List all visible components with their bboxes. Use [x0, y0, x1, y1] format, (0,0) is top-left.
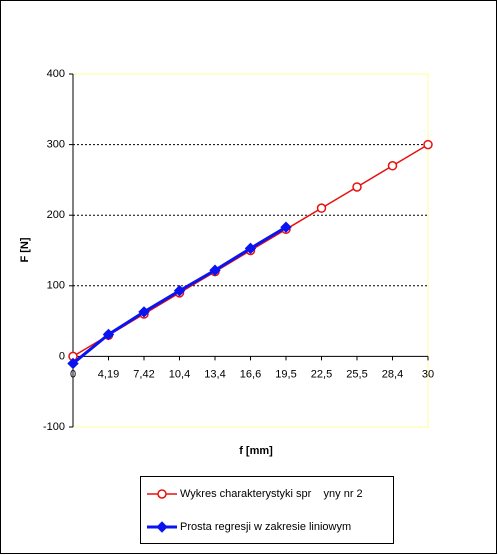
x-tick-label: 19,5	[275, 368, 296, 380]
data-point	[423, 139, 433, 150]
data-point	[316, 203, 327, 213]
x-tick-label: 7,42	[133, 368, 154, 380]
y-tick-label: 300	[47, 139, 65, 151]
x-tick-label: 22,5	[311, 368, 332, 380]
legend-label: Prosta regresji w zakresie liniowym	[180, 521, 351, 533]
data-point	[280, 221, 292, 233]
data-point	[102, 328, 115, 341]
x-tick-label: 10,4	[169, 368, 190, 380]
data-point	[387, 161, 398, 171]
legend-marker	[157, 489, 167, 499]
y-tick-label: 0	[59, 350, 65, 362]
legend-label: Wykres charakterystyki spr yny nr 2	[180, 488, 363, 500]
y-axis-label: F [N]	[19, 237, 31, 262]
data-point	[173, 285, 186, 297]
x-tick-label: 16,6	[240, 368, 261, 380]
y-tick-label: 100	[47, 280, 65, 292]
legend-marker	[156, 521, 168, 533]
data-point	[67, 357, 79, 370]
x-tick-label: 4,19	[98, 368, 119, 380]
y-tick-label: -100	[43, 421, 65, 433]
data-point	[209, 264, 221, 276]
data-point	[244, 242, 257, 255]
x-tick-label: 25,5	[346, 368, 367, 380]
y-tick-label: 200	[47, 209, 65, 221]
x-tick-label: 13,4	[204, 368, 225, 380]
x-tick-label: 0	[70, 368, 76, 380]
y-tick-label: 400	[47, 68, 65, 80]
data-point	[138, 306, 150, 318]
x-tick-label: 30	[422, 368, 434, 380]
x-tick-label: 28,4	[382, 368, 403, 380]
data-point	[352, 182, 362, 192]
x-axis-label: f [mm]	[239, 445, 273, 457]
legend	[140, 476, 394, 544]
